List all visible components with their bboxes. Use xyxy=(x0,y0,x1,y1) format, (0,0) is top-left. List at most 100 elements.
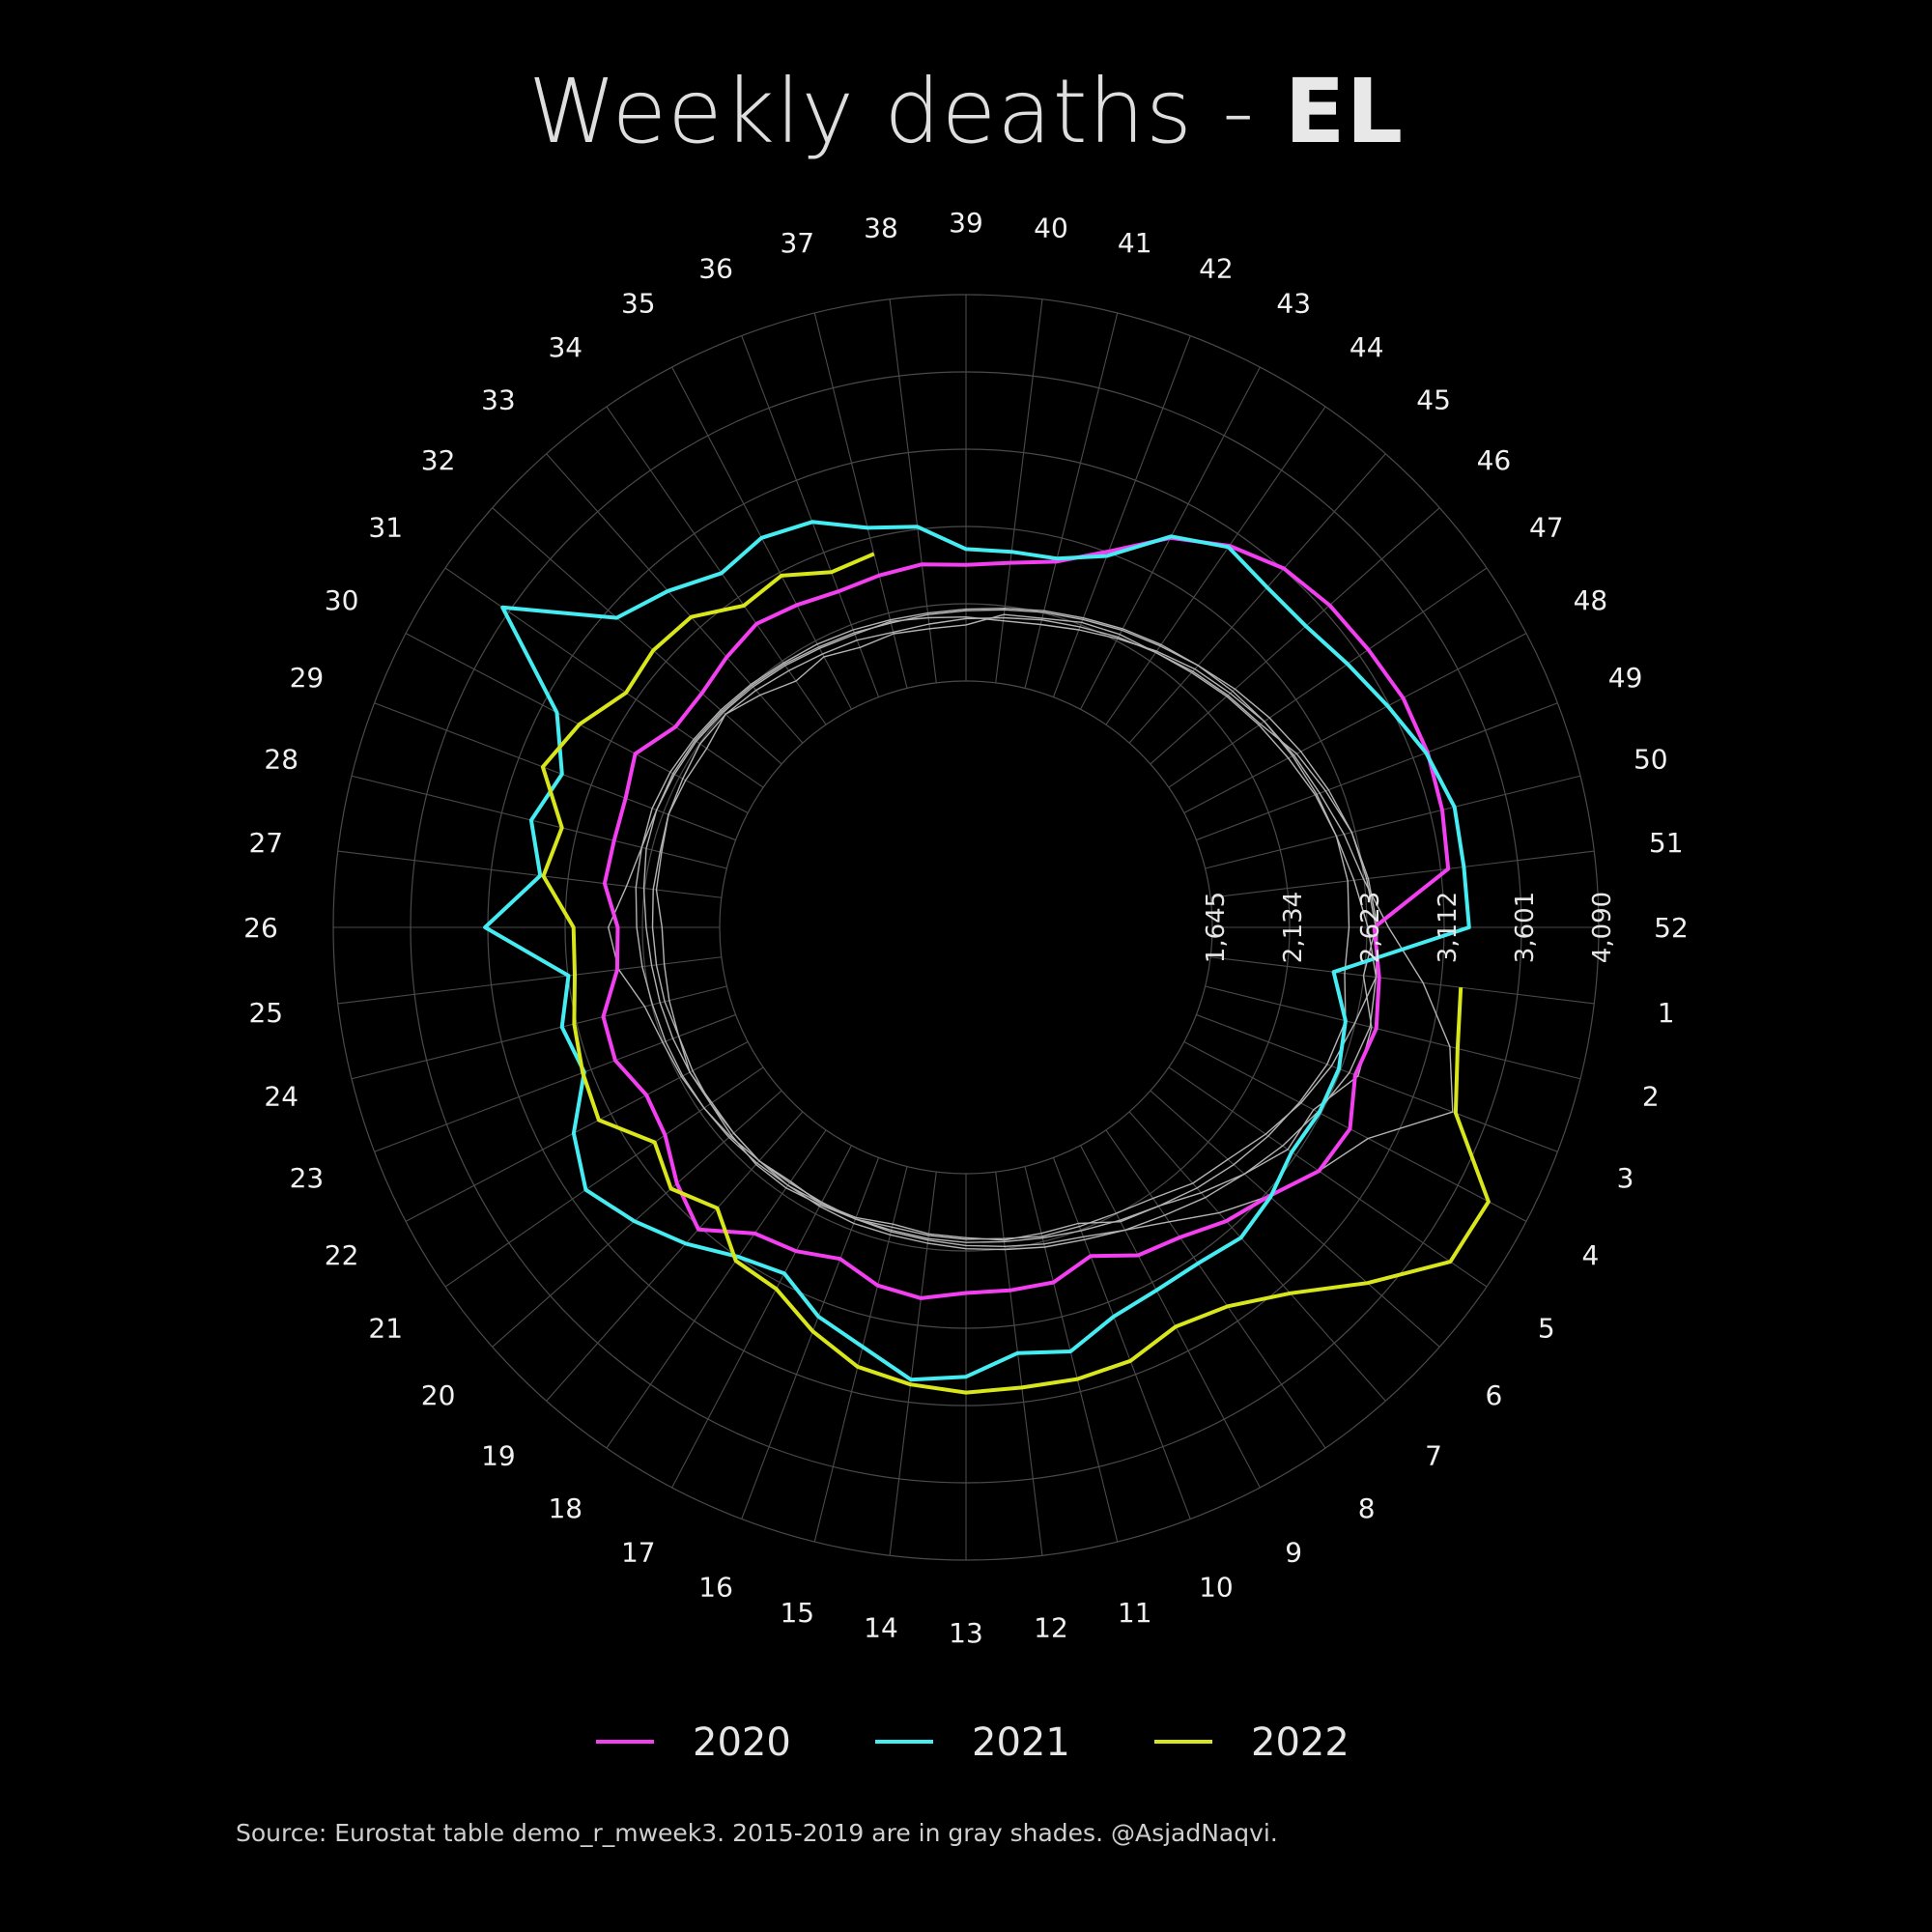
week-label: 46 xyxy=(1477,444,1512,476)
series-line-2020 xyxy=(601,535,1451,1300)
week-label: 15 xyxy=(780,1597,814,1629)
series-line-baseline xyxy=(651,616,1378,1240)
week-label: 31 xyxy=(368,511,403,543)
highlight-series-layer xyxy=(483,520,1491,1395)
week-label: 3 xyxy=(1617,1162,1634,1194)
series-line-baseline xyxy=(635,608,1350,1243)
grid-spoke xyxy=(351,775,727,869)
grid-spoke xyxy=(546,1111,804,1402)
grid-spoke xyxy=(606,406,827,725)
legend-label: 2021 xyxy=(972,1720,1070,1765)
grid-spoke xyxy=(405,1041,749,1222)
week-label: 7 xyxy=(1425,1439,1442,1471)
grid-spoke xyxy=(1196,1013,1558,1152)
grid-spoke xyxy=(337,956,722,1005)
chart-title-text: Weekly deaths - xyxy=(527,60,1285,163)
week-label: 13 xyxy=(949,1617,983,1649)
axis-label-layer: 1234567891011121314151617181920212223242… xyxy=(243,207,1689,1649)
series-line-2021 xyxy=(483,520,1471,1382)
grid-spoke xyxy=(374,1013,736,1152)
week-label: 37 xyxy=(780,227,814,259)
week-label: 6 xyxy=(1485,1379,1502,1411)
radial-tick-label: 2,623 xyxy=(1356,892,1385,963)
grid-spoke xyxy=(1052,1157,1191,1520)
week-label: 20 xyxy=(421,1379,456,1411)
week-label: 36 xyxy=(698,252,733,284)
week-label: 43 xyxy=(1276,288,1311,320)
week-label: 19 xyxy=(481,1439,516,1471)
radial-tick-label: 2,134 xyxy=(1279,892,1308,963)
grid-spoke xyxy=(1183,1041,1527,1222)
grid-spoke xyxy=(741,1157,880,1520)
week-label: 48 xyxy=(1574,584,1608,616)
grid-spoke xyxy=(1205,775,1581,869)
legend: 2020 2021 2022 xyxy=(596,1720,1350,1765)
week-label: 27 xyxy=(248,827,283,859)
week-label: 30 xyxy=(325,584,359,616)
week-label: 26 xyxy=(243,912,278,944)
grid-ring xyxy=(641,603,1291,1252)
week-label: 47 xyxy=(1529,511,1564,543)
week-label: 32 xyxy=(421,444,456,476)
week-label: 34 xyxy=(548,331,582,363)
grid-spoke xyxy=(444,567,764,788)
chart-title: Weekly deaths - EL xyxy=(0,60,1932,163)
grid-spoke xyxy=(1205,985,1581,1080)
source-note: Source: Eurostat table demo_r_mweek3. 20… xyxy=(236,1819,1278,1847)
week-label: 11 xyxy=(1118,1597,1152,1629)
week-label: 45 xyxy=(1416,384,1451,416)
radial-tick-label: 3,601 xyxy=(1511,892,1540,963)
grid-spoke xyxy=(1168,567,1488,788)
grid-spoke xyxy=(337,850,722,898)
week-label: 40 xyxy=(1034,212,1068,243)
grid-spoke xyxy=(889,298,937,683)
radial-tick-label: 4,090 xyxy=(1588,892,1617,963)
week-label: 16 xyxy=(698,1572,733,1604)
grid-spoke xyxy=(1105,1129,1326,1449)
week-label: 8 xyxy=(1358,1492,1376,1524)
grid-spoke xyxy=(813,312,908,689)
grid-spoke xyxy=(1024,1166,1119,1543)
grid-spoke xyxy=(1210,956,1595,1005)
series-line-baseline xyxy=(642,609,1378,1251)
grid-spoke xyxy=(1105,406,1326,725)
grid-spoke xyxy=(374,702,736,841)
week-label: 22 xyxy=(325,1239,359,1271)
week-label: 52 xyxy=(1654,912,1689,944)
grid-spoke xyxy=(671,1145,852,1489)
week-label: 4 xyxy=(1581,1239,1599,1271)
week-label: 38 xyxy=(864,212,898,243)
week-label: 18 xyxy=(548,1492,582,1524)
grid-spoke xyxy=(1024,312,1119,689)
grid-spoke xyxy=(1150,1090,1440,1348)
grid-spoke xyxy=(1150,507,1440,765)
grid-spoke xyxy=(492,1090,782,1348)
grid-spoke xyxy=(1080,1145,1261,1489)
week-label: 29 xyxy=(290,662,325,694)
week-label: 9 xyxy=(1285,1536,1302,1568)
week-label: 35 xyxy=(621,288,656,320)
week-label: 25 xyxy=(248,997,283,1029)
week-label: 1 xyxy=(1658,997,1675,1029)
week-label: 33 xyxy=(481,384,516,416)
grid-layer xyxy=(332,294,1600,1561)
chart-title-country: EL xyxy=(1284,60,1405,163)
week-label: 24 xyxy=(264,1081,298,1113)
week-label: 2 xyxy=(1642,1081,1660,1113)
week-label: 14 xyxy=(864,1612,898,1644)
grid-spoke xyxy=(405,633,749,813)
series-line-2022 xyxy=(540,552,1491,1395)
week-label: 17 xyxy=(621,1536,656,1568)
legend-label: 2022 xyxy=(1251,1720,1350,1765)
week-label: 42 xyxy=(1199,252,1234,284)
week-label: 39 xyxy=(949,207,983,239)
grid-ring xyxy=(719,680,1213,1175)
grid-spoke xyxy=(995,1172,1043,1556)
week-label: 44 xyxy=(1350,331,1384,363)
grid-spoke xyxy=(1210,850,1595,898)
series-line-baseline xyxy=(608,616,1454,1247)
grid-spoke xyxy=(1196,702,1558,841)
baseline-series-layer xyxy=(608,608,1454,1251)
grid-spoke xyxy=(546,453,804,744)
